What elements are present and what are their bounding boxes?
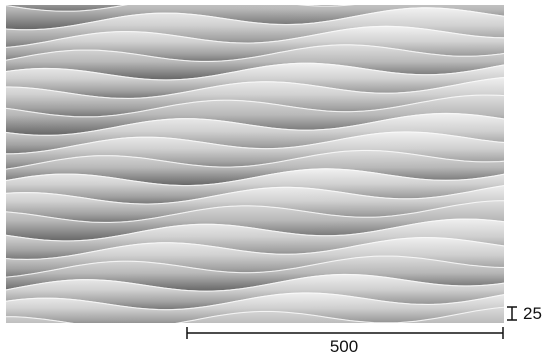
wave-strip xyxy=(6,168,504,204)
wave-strip xyxy=(6,5,343,11)
wave-strip xyxy=(6,218,504,259)
wave-strip-highlight xyxy=(6,218,504,242)
wave-strip-highlight xyxy=(6,150,504,170)
wave-strip-highlight xyxy=(6,168,504,187)
wave-strip xyxy=(6,292,504,323)
wave-strip xyxy=(6,237,504,277)
wave-strip-highlight xyxy=(6,7,504,31)
wave-strip-highlight xyxy=(6,5,356,12)
height-dimension-label: 25 xyxy=(523,304,542,323)
wave-strip-highlight xyxy=(6,255,504,278)
wave-strip-highlight xyxy=(6,112,504,136)
wave-strip xyxy=(6,185,504,222)
wave-strip-highlight xyxy=(6,306,504,323)
wave-strip-highlight xyxy=(6,94,504,118)
wave-strip xyxy=(6,112,504,154)
wave-strip-highlight xyxy=(6,273,504,292)
wave-strip-highlight xyxy=(6,200,504,223)
width-dimension-label: 500 xyxy=(329,337,359,356)
wave-strip xyxy=(6,200,504,241)
wave-texture xyxy=(6,5,504,323)
wave-strip-highlight xyxy=(6,237,504,261)
wave-strip-highlight xyxy=(6,185,504,205)
wave-strip xyxy=(6,149,504,185)
wave-strip xyxy=(6,94,504,135)
wave-strip xyxy=(6,131,504,169)
wave-strip xyxy=(6,306,504,323)
wave-strips xyxy=(6,5,504,323)
wave-strip-highlight xyxy=(6,292,504,311)
wave-strip xyxy=(6,7,504,47)
wave-strip xyxy=(6,76,504,117)
wave-texture-panel xyxy=(6,5,504,323)
wave-strip-highlight xyxy=(6,25,504,48)
wave-strip-highlight xyxy=(6,62,504,81)
wave-strip-highlight xyxy=(6,44,504,62)
wave-strip-highlight xyxy=(6,131,504,155)
wave-strip xyxy=(6,5,504,30)
wave-strip-highlight xyxy=(6,77,504,100)
wave-strip xyxy=(6,273,504,310)
